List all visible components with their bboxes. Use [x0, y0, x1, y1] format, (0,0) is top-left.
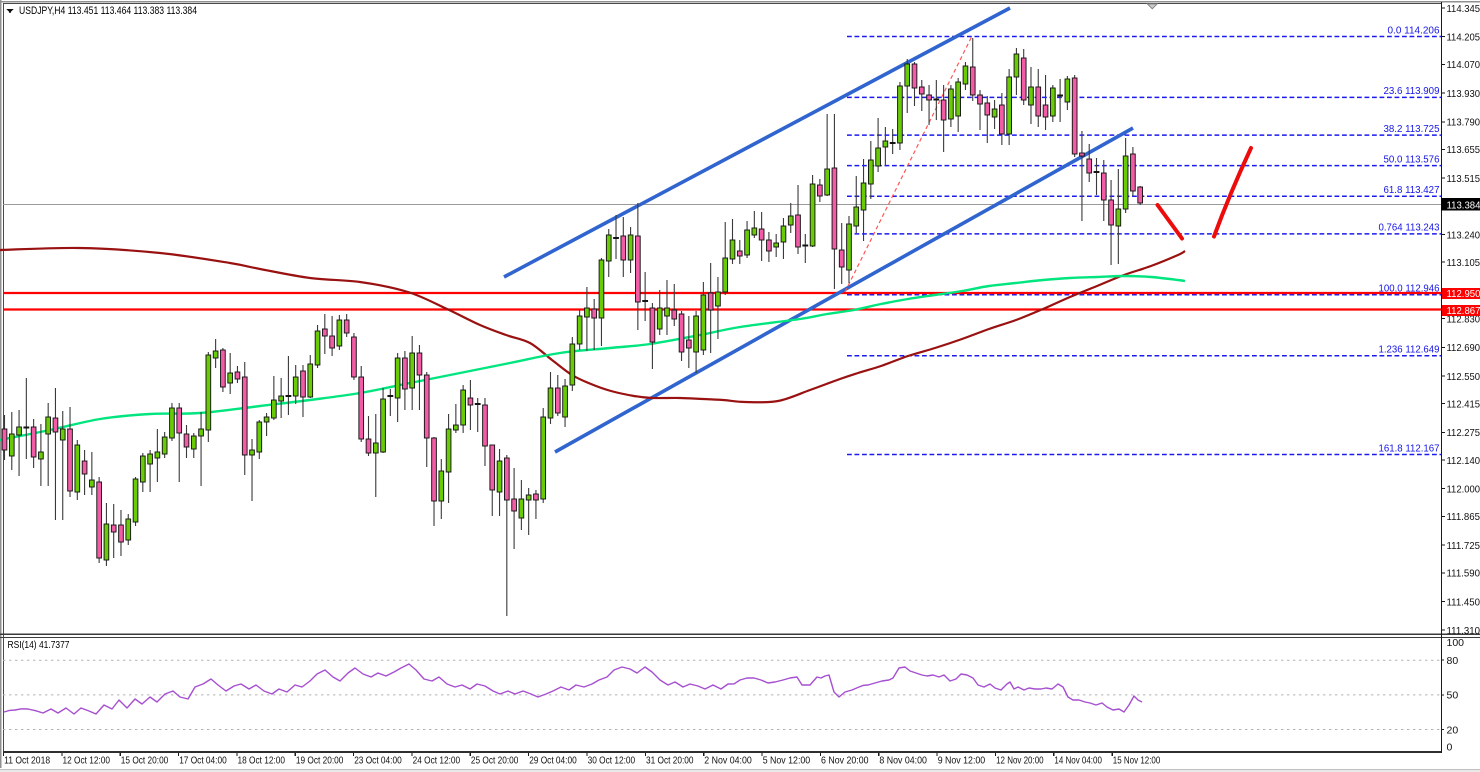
svg-text:114.070: 114.070 [1447, 59, 1480, 71]
svg-text:50.0 113.576: 50.0 113.576 [1384, 154, 1440, 165]
svg-text:112.690: 112.690 [1447, 342, 1480, 354]
svg-text:113.384: 113.384 [1447, 199, 1480, 211]
svg-text:0: 0 [1447, 741, 1453, 753]
svg-text:111.590: 111.590 [1447, 568, 1480, 580]
svg-text:19 Oct 20:00: 19 Oct 20:00 [296, 755, 344, 767]
svg-text:113.655: 113.655 [1447, 144, 1480, 156]
svg-text:114.205: 114.205 [1447, 32, 1480, 44]
svg-text:11 Oct 2018: 11 Oct 2018 [4, 755, 50, 767]
svg-text:2 Nov 04:00: 2 Nov 04:00 [704, 755, 752, 767]
svg-text:15 Oct 20:00: 15 Oct 20:00 [121, 755, 169, 767]
svg-text:100: 100 [1447, 637, 1465, 649]
svg-text:25 Oct 20:00: 25 Oct 20:00 [471, 755, 519, 767]
svg-text:RSI(14) 41.7377: RSI(14) 41.7377 [8, 640, 70, 651]
svg-text:113.105: 113.105 [1447, 257, 1480, 269]
svg-text:0.764 113.243: 0.764 113.243 [1379, 223, 1440, 234]
svg-text:12 Oct 12:00: 12 Oct 12:00 [63, 755, 111, 767]
svg-text:31 Oct 20:00: 31 Oct 20:00 [646, 755, 694, 767]
svg-text:1.236 112.649: 1.236 112.649 [1379, 345, 1440, 356]
svg-text:113.790: 113.790 [1447, 117, 1480, 129]
svg-text:112.550: 112.550 [1447, 371, 1480, 383]
svg-text:161.8 112.167: 161.8 112.167 [1379, 443, 1440, 454]
svg-text:113.240: 113.240 [1447, 229, 1480, 241]
svg-text:15 Nov 12:00: 15 Nov 12:00 [1113, 755, 1161, 767]
svg-text:50: 50 [1447, 690, 1459, 702]
svg-text:112.867: 112.867 [1447, 305, 1480, 317]
svg-text:112.830: 112.830 [1447, 313, 1480, 325]
svg-text:112.415: 112.415 [1447, 398, 1480, 410]
svg-text:113.515: 113.515 [1447, 173, 1480, 185]
svg-text:12 Nov 20:00: 12 Nov 20:00 [996, 755, 1044, 767]
svg-text:111.725: 111.725 [1447, 540, 1480, 552]
svg-text:100.0 112.946: 100.0 112.946 [1379, 284, 1440, 295]
svg-text:24 Oct 12:00: 24 Oct 12:00 [413, 755, 461, 767]
svg-text:112.140: 112.140 [1447, 455, 1480, 467]
svg-text:111.450: 111.450 [1447, 596, 1480, 608]
svg-text:8 Nov 04:00: 8 Nov 04:00 [879, 755, 927, 767]
svg-text:14 Nov 04:00: 14 Nov 04:00 [1054, 755, 1102, 767]
svg-text:23 Oct 04:00: 23 Oct 04:00 [354, 755, 402, 767]
svg-text:112.275: 112.275 [1447, 427, 1480, 439]
svg-text:USDJPY,H4 113.451 113.464 113: USDJPY,H4 113.451 113.464 113.383 113.38… [19, 5, 197, 17]
svg-text:111.865: 111.865 [1447, 511, 1480, 523]
svg-text:23.6 113.909: 23.6 113.909 [1384, 86, 1440, 97]
svg-text:18 Oct 12:00: 18 Oct 12:00 [238, 755, 286, 767]
svg-text:114.345: 114.345 [1447, 3, 1480, 15]
svg-text:17 Oct 04:00: 17 Oct 04:00 [179, 755, 227, 767]
svg-text:111.310: 111.310 [1447, 625, 1480, 637]
svg-text:6 Nov 20:00: 6 Nov 20:00 [821, 755, 869, 767]
svg-text:61.8 113.427: 61.8 113.427 [1384, 185, 1440, 196]
svg-text:80: 80 [1447, 655, 1459, 667]
svg-text:0.0 114.206: 0.0 114.206 [1388, 25, 1440, 36]
svg-text:112.950: 112.950 [1447, 288, 1480, 300]
svg-text:113.930: 113.930 [1447, 88, 1480, 100]
svg-text:38.2 113.725: 38.2 113.725 [1384, 124, 1440, 135]
svg-text:9 Nov 12:00: 9 Nov 12:00 [938, 755, 986, 767]
svg-text:112.000: 112.000 [1447, 484, 1480, 496]
svg-text:5 Nov 12:00: 5 Nov 12:00 [763, 755, 811, 767]
svg-text:30 Oct 12:00: 30 Oct 12:00 [588, 755, 636, 767]
svg-text:29 Oct 04:00: 29 Oct 04:00 [529, 755, 577, 767]
svg-text:20: 20 [1447, 724, 1459, 736]
